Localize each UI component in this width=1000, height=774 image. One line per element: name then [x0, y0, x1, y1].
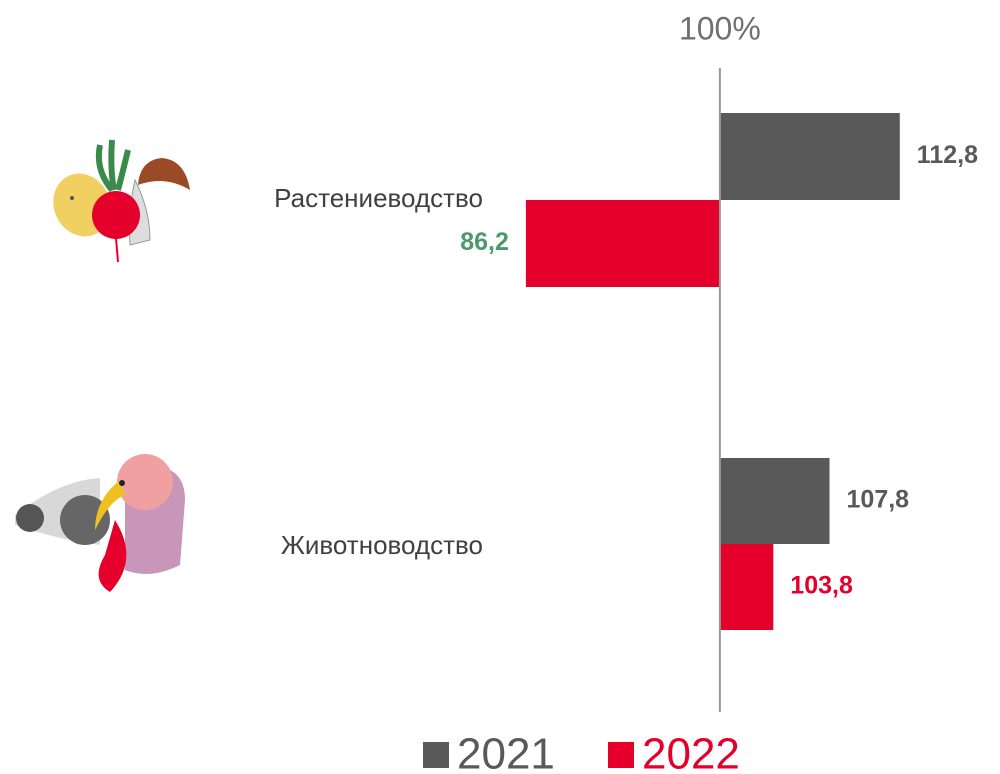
plant-icon — [53, 139, 190, 263]
value-label: 112,8 — [917, 141, 978, 169]
category-label: Животноводство — [281, 530, 483, 560]
value-label: 107,8 — [847, 486, 910, 514]
bar — [719, 458, 830, 544]
legend-label: 2022 — [642, 730, 740, 774]
value-label: 86,2 — [460, 228, 509, 256]
legend-label: 2021 — [457, 730, 555, 774]
bar — [719, 113, 900, 200]
bar — [525, 200, 720, 287]
legend-swatch — [608, 742, 634, 768]
legend-swatch — [423, 742, 449, 768]
reference-label: 100% — [679, 10, 761, 46]
value-label: 103,8 — [790, 572, 853, 600]
category-label: Растениеводство — [274, 183, 483, 213]
animal-icon — [15, 454, 185, 592]
bar — [719, 544, 774, 630]
